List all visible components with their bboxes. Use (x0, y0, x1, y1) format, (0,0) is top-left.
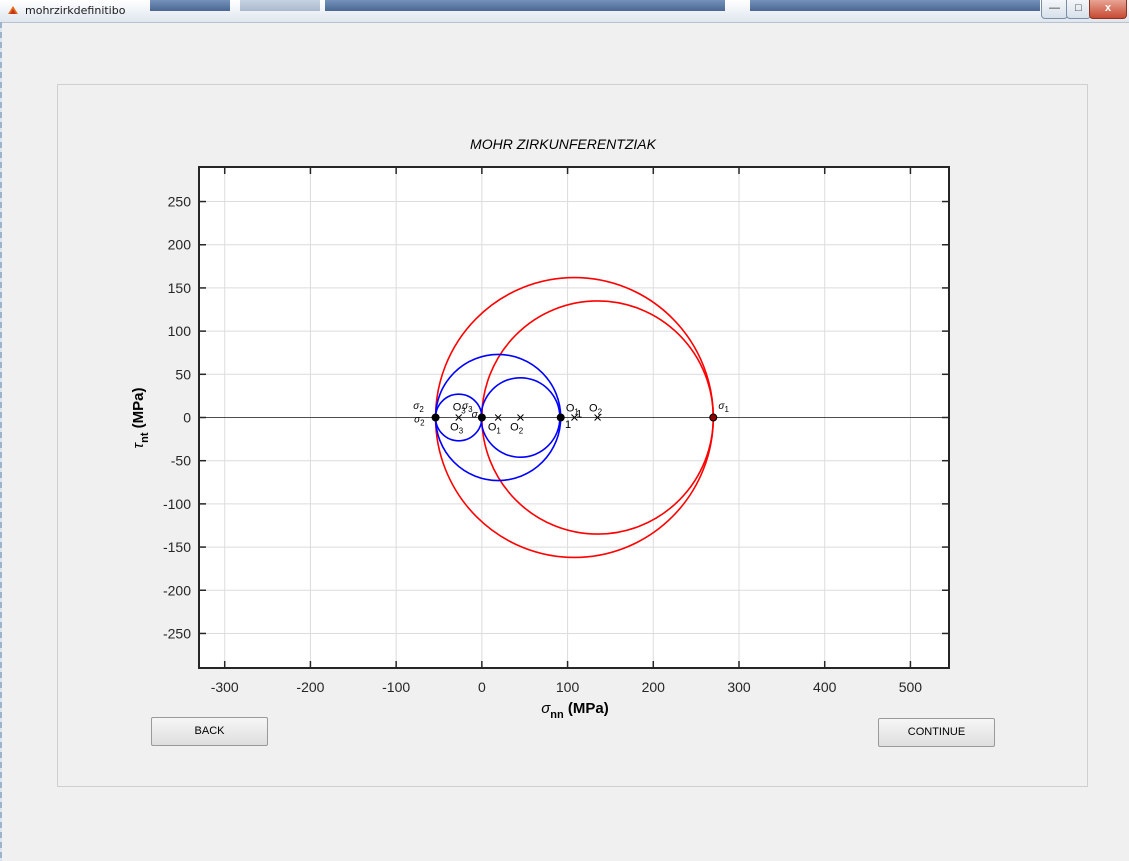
ticks: -300 -200 -100 0 100 200 300 400 500250200150100… (163, 167, 949, 695)
window-title: mohrzirkdefinitibo (25, 4, 126, 17)
point-annotation: O2 (510, 421, 524, 435)
circle-center-marker (494, 414, 502, 421)
point-annotation: O3 (450, 421, 464, 435)
x-tick-label: 300 (727, 679, 751, 695)
point-annotation: O1 (566, 402, 580, 416)
matlab-icon (8, 6, 18, 14)
point-annotation: O2 (589, 402, 603, 416)
x-tick-label: 0 (478, 679, 486, 695)
circle-center-marker (594, 414, 601, 421)
point-annotation: σ3 (462, 401, 473, 414)
y-tick-label: -250 (163, 625, 191, 641)
x-tick-label: -100 (382, 679, 410, 695)
y-tick-label: -100 (163, 496, 191, 512)
point-annotation: σ2 (414, 415, 425, 428)
y-tick-label: 50 (175, 366, 191, 382)
y-tick-label: 100 (168, 323, 192, 339)
principal-stress-point (477, 413, 486, 422)
y-axis-unit: (MPa) (130, 387, 147, 432)
taskbar-ghost (750, 0, 1040, 11)
y-tick-label: 200 (168, 237, 192, 253)
y-tick-label: -50 (171, 453, 191, 469)
principal-stress-point (709, 413, 718, 422)
y-tick-label: 250 (168, 194, 192, 210)
y-tick-label: -200 (163, 582, 191, 598)
y-tick-label: 0 (183, 410, 191, 426)
y-tick-label: -150 (163, 539, 191, 555)
close-button[interactable]: x (1089, 0, 1127, 19)
principal-stress-point (556, 413, 565, 422)
y-tick-label: 150 (168, 280, 192, 296)
point-annotation: 1 (576, 409, 582, 421)
y-axis-subscript: nt (139, 432, 151, 443)
point-annotation: σ2 (413, 401, 424, 414)
taskbar-ghost (325, 0, 725, 11)
x-axis-unit: (MPa) (564, 700, 609, 717)
x-tick-label: -200 (296, 679, 324, 695)
x-tick-label: 500 (899, 679, 923, 695)
x-tick-label: 100 (556, 679, 580, 695)
x-axis-subscript: nn (550, 709, 564, 721)
circle-center-marker (571, 414, 578, 421)
circle-center-marker (517, 414, 524, 421)
x-axis-label: σnn (MPa) (541, 700, 609, 721)
x-tick-label: -300 (211, 679, 239, 695)
continue-button[interactable]: CONTINUE (878, 718, 995, 747)
x-tick-label: 200 (642, 679, 666, 695)
chart-title: MOHR ZIRKUNFERENTZIAK (470, 136, 657, 152)
principal-stress-point (431, 413, 440, 422)
point-annotation: 1 (565, 419, 571, 431)
x-tick-label: 400 (813, 679, 837, 695)
y-axis-label: τnt (MPa) (130, 387, 151, 448)
back-button[interactable]: BACK (151, 717, 268, 746)
y-axis-symbol: τ (130, 442, 147, 449)
x-axis-symbol: σ (541, 700, 551, 717)
taskbar-ghost (240, 0, 320, 11)
point-annotation: σ (472, 410, 479, 421)
circle-center-marker (455, 414, 463, 421)
point-annotation: σ1 (718, 401, 729, 414)
taskbar-ghost (150, 0, 230, 11)
window-titlebar: mohrzirkdefinitibo — □ x (0, 0, 1129, 23)
point-annotation: O3 (453, 402, 467, 416)
window-left-edge (0, 22, 2, 861)
point-annotation: O1 (488, 421, 502, 435)
